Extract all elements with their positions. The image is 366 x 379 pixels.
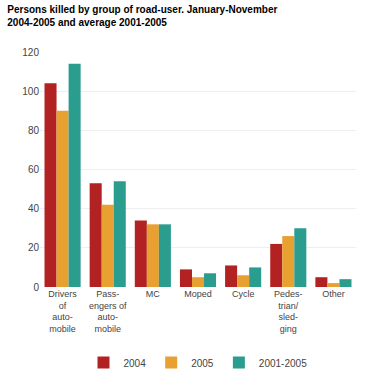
- svg-text:Driversofauto-mobile: Driversofauto-mobile: [48, 289, 77, 334]
- svg-text:2004: 2004: [124, 358, 147, 369]
- svg-text:Moped: Moped: [184, 289, 212, 299]
- svg-text:100: 100: [22, 86, 39, 97]
- svg-text:80: 80: [28, 125, 40, 136]
- svg-text:Pedes-trian/sled-ging: Pedes-trian/sled-ging: [274, 289, 303, 334]
- svg-text:MC: MC: [146, 289, 160, 299]
- svg-text:2005: 2005: [191, 358, 214, 369]
- svg-text:Cycle: Cycle: [232, 289, 255, 299]
- svg-text:Other: Other: [322, 289, 345, 299]
- svg-text:120: 120: [22, 47, 39, 58]
- svg-text:2001-2005: 2001-2005: [259, 358, 307, 369]
- svg-text:40: 40: [28, 203, 40, 214]
- svg-text:20: 20: [28, 242, 40, 253]
- svg-text:Pass-engers ofauto-mobile: Pass-engers ofauto-mobile: [89, 289, 127, 334]
- svg-text:Persons killed by group of roa: Persons killed by group of road-user. Ja…: [7, 4, 277, 28]
- svg-text:0: 0: [33, 282, 39, 293]
- svg-text:60: 60: [28, 164, 40, 175]
